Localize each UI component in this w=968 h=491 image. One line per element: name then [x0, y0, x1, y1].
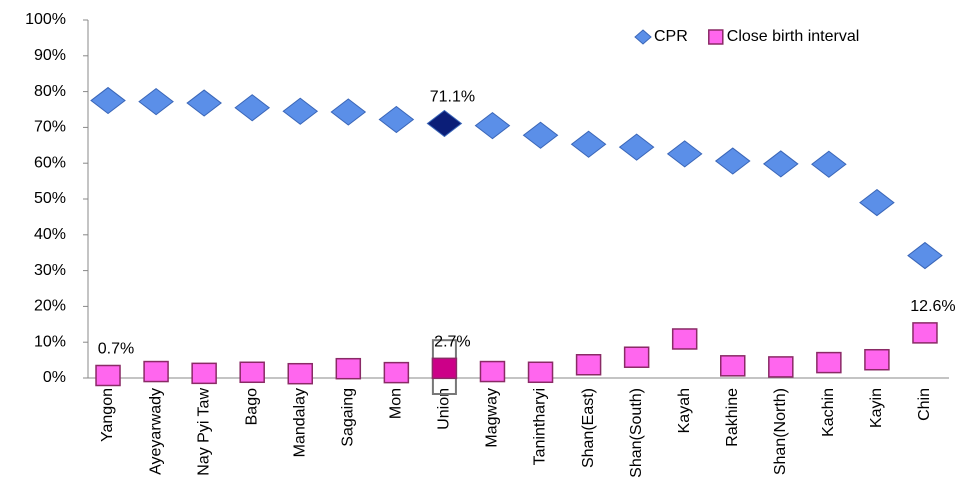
- point: [330, 98, 367, 126]
- x-tick-label: Chin: [916, 388, 933, 421]
- legend-marker: [708, 29, 724, 45]
- y-tick-label: 70%: [34, 119, 66, 136]
- x-tick-label: Yangon: [99, 388, 116, 442]
- x-tick-label: Rakhine: [724, 388, 741, 447]
- point: [575, 354, 602, 376]
- x-tick-label: Shan(East): [580, 388, 597, 468]
- point: [335, 357, 362, 380]
- y-tick-label: 0%: [43, 369, 66, 386]
- point: [762, 150, 799, 178]
- point: [623, 346, 650, 368]
- data-label: 0.7%: [98, 341, 134, 358]
- point: [282, 97, 319, 125]
- x-tick-label: Kayin: [868, 388, 885, 428]
- point: [474, 111, 511, 140]
- y-tick-label: 80%: [34, 83, 66, 100]
- point: [666, 140, 703, 168]
- x-tick-label: Kayah: [676, 388, 693, 433]
- point: [90, 86, 126, 115]
- point: [768, 356, 794, 378]
- point: [191, 362, 217, 385]
- x-tick-label: Nay Pyi Taw: [195, 388, 212, 476]
- point: [95, 364, 121, 387]
- data-label: 12.6%: [910, 298, 955, 315]
- point: [864, 348, 890, 371]
- x-tick-label: Union: [436, 388, 453, 430]
- point: [811, 150, 847, 178]
- x-tick-label: Bago: [243, 388, 260, 425]
- x-tick-label: Mon: [388, 388, 405, 419]
- legend-marker: [634, 29, 652, 45]
- point: [570, 130, 607, 158]
- y-tick-label: 40%: [34, 226, 66, 243]
- y-tick-label: 60%: [34, 154, 66, 171]
- x-tick-label: Kachin: [820, 388, 837, 437]
- point: [671, 328, 698, 350]
- point: [378, 105, 415, 134]
- y-tick-label: 100%: [25, 11, 66, 28]
- point: [912, 322, 938, 344]
- y-tick-label: 10%: [34, 333, 66, 350]
- point: [234, 94, 271, 122]
- point: [138, 87, 174, 116]
- x-tick-label: Ayeyarwady: [147, 388, 164, 475]
- point: [522, 121, 559, 149]
- y-tick-label: 50%: [34, 190, 66, 207]
- data-label: 71.1%: [430, 89, 475, 106]
- point: [720, 355, 746, 377]
- x-tick-label: Shan(South): [628, 388, 645, 478]
- x-tick-label: Tanintharyi: [532, 388, 549, 465]
- point: [907, 241, 943, 270]
- point: [816, 351, 842, 374]
- legend-label: CPR: [654, 28, 688, 45]
- y-tick-label: 20%: [34, 298, 66, 315]
- point: [618, 133, 655, 161]
- point: [383, 361, 410, 384]
- point: [143, 360, 169, 383]
- x-tick-label: Mandalay: [291, 388, 308, 457]
- point: [527, 361, 554, 384]
- point: [479, 360, 506, 383]
- y-tick-label: 90%: [34, 47, 66, 64]
- point: [714, 147, 751, 175]
- x-tick-label: Magway: [484, 388, 501, 448]
- point: [186, 89, 222, 117]
- point: [859, 188, 895, 217]
- point: [287, 362, 313, 385]
- point: [431, 357, 458, 380]
- legend-label: Close birth interval: [727, 28, 860, 45]
- point: [426, 109, 463, 138]
- point: [239, 361, 265, 384]
- y-tick-label: 30%: [34, 262, 66, 279]
- x-tick-label: Sagaing: [340, 388, 357, 447]
- x-tick-label: Shan(North): [772, 388, 789, 475]
- data-label: 2.7%: [434, 334, 470, 351]
